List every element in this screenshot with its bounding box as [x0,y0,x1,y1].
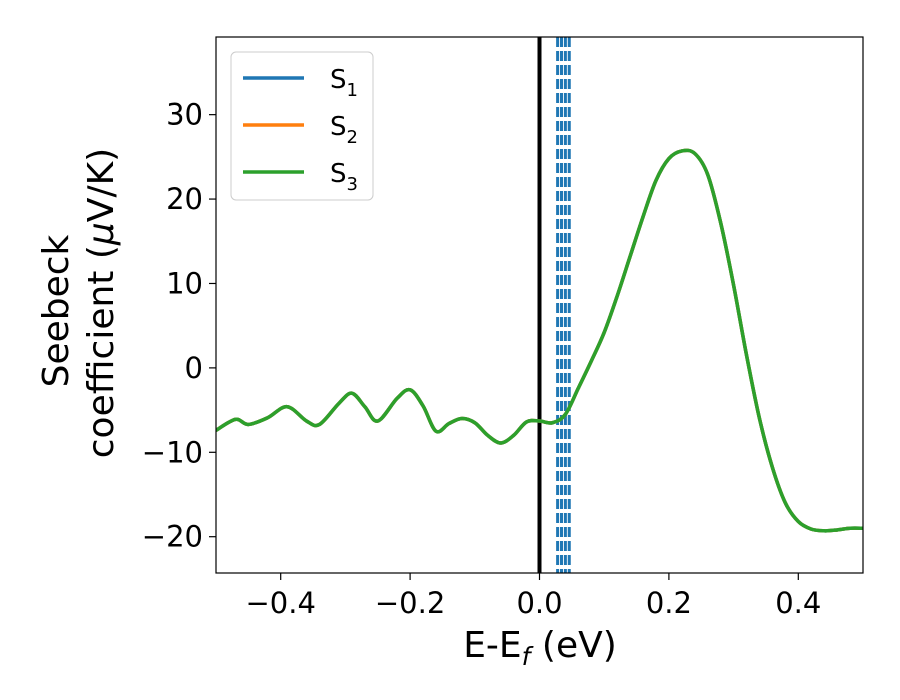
x-axis-label-unit: (eV) [530,625,616,666]
y-tick-label: 10 [166,266,203,300]
x-tick-label: 0.4 [775,586,821,620]
marker-lines [537,37,571,573]
y-tick-label: 30 [166,98,203,132]
y-axis-label-mu: μ [81,222,122,246]
y-axis-label-line1: Seebeck [36,234,77,387]
series-lines [216,148,863,533]
legend-label: S2 [330,112,358,148]
y-axis-label: Seebeck coefficient (μV/K) [36,148,122,458]
legend: S1 S2 S3 [230,51,374,201]
y-tick-label: 20 [166,182,203,216]
y-axis-label-pre: coefficient ( [81,245,122,458]
y-tick-label: −20 [142,520,203,554]
y-tick-label: 0 [185,351,203,385]
plot-content [216,37,863,573]
legend-label: S1 [330,65,358,101]
x-axis-ticks: −0.4 −0.2 0.0 0.2 0.4 [245,573,821,620]
series-line-s3 [216,148,863,533]
x-tick-label: −0.2 [375,586,445,620]
x-tick-label: 0.2 [646,586,692,620]
legend-label: S3 [330,159,358,195]
y-axis-label-line2: coefficient (μV/K) [81,148,122,458]
y-axis-ticks: −20 −10 0 10 20 30 [142,98,216,554]
x-axis-label-base: E-E [463,625,521,666]
legend-entries: S1 S2 S3 [243,65,358,195]
x-axis-label: E-Ef (eV) [463,625,617,671]
y-tick-label: −10 [142,435,203,469]
y-axis-label-post: V/K) [81,148,122,222]
x-tick-label: 0.0 [516,586,562,620]
x-tick-label: −0.4 [245,586,315,620]
